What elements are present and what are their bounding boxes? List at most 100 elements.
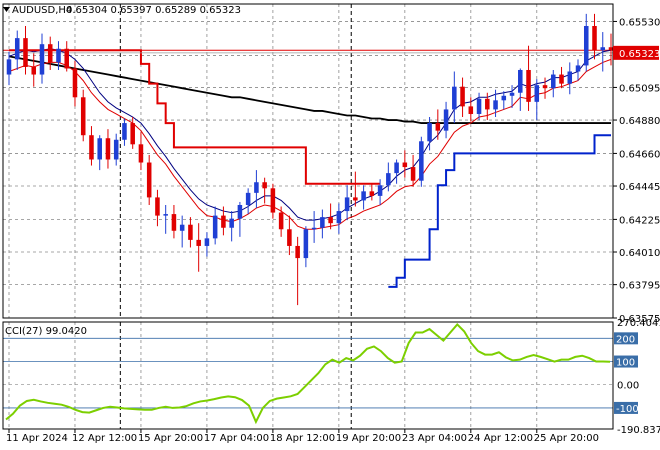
candle-body [361, 191, 366, 201]
candle-body [254, 182, 259, 193]
candle-body [64, 48, 69, 69]
candle-body [394, 162, 399, 174]
candle-body [402, 162, 408, 168]
chart-header: AUDUSD,H4 0.65304 0.65397 0.65289 0.6532… [3, 5, 241, 16]
price-tick-label: 0.63795 [619, 281, 660, 292]
candle-body [551, 74, 556, 89]
candle-body [419, 141, 424, 181]
candle-body [410, 167, 416, 181]
candle-body [23, 38, 28, 67]
candle-body [146, 162, 152, 198]
candle-body [245, 192, 251, 205]
price-tick-label: 0.63575 [619, 314, 660, 325]
candle-body [179, 224, 185, 231]
candle-body [14, 38, 20, 60]
main-panel-frame [2, 3, 614, 319]
cci-level-label: 100 [616, 358, 635, 369]
slow-moving-average-line [8, 55, 611, 124]
time-tick-label: 18 Apr 12:00 [270, 433, 335, 444]
indicator-lines [3, 48, 613, 288]
candle-body [138, 144, 144, 163]
candle-body [534, 85, 540, 102]
cci-level-label: 0.00 [617, 381, 639, 392]
candle-body [39, 44, 45, 75]
candle-body [97, 138, 102, 160]
time-tick-label: 25 Apr 20:00 [534, 433, 599, 444]
candle-body [518, 69, 523, 93]
time-tick-label: 19 Apr 20:00 [336, 433, 401, 444]
candle-body [80, 97, 86, 136]
current-price-marker [613, 45, 659, 60]
candle-body [575, 65, 581, 72]
trailing-stop-line [388, 134, 611, 288]
candle-body [196, 239, 201, 246]
candle-body [303, 229, 309, 259]
candle-body [608, 47, 614, 51]
candle-body [353, 197, 358, 201]
time-tick-label: 15 Apr 20:00 [138, 433, 203, 444]
current-price-label: 0.65323 [619, 49, 660, 60]
ohlc-readout: 0.65304 0.65397 0.65289 0.65323 [66, 5, 241, 16]
price-tick-label: 0.65095 [619, 83, 660, 94]
candle-body [204, 238, 210, 246]
candle-body [583, 25, 589, 66]
candle-body [113, 139, 119, 160]
candle-body [311, 227, 317, 230]
price-tick-label: 0.64010 [619, 248, 660, 259]
cci-level-label: -100 [616, 404, 639, 415]
price-tick-label: 0.64445 [619, 182, 660, 193]
candle-body [237, 204, 243, 219]
candle-body [542, 85, 548, 89]
candle-body [328, 217, 333, 224]
time-axis: 11 Apr 2024 12 Apr 12:00 15 Apr 20:00 17 Ap… [6, 429, 599, 444]
candle-body [89, 135, 94, 160]
cci-lines [3, 322, 613, 425]
time-tick-label: 11 Apr 2024 [6, 433, 68, 444]
price-tick-label: 0.64225 [619, 215, 660, 226]
candle-body [592, 25, 597, 51]
price-axis: 0.65530 0.65095 0.64880 0.64660 0.64445 0.642… [613, 17, 660, 325]
candle-body [47, 44, 53, 63]
cci-label: CCI(27) 99.0420 [5, 326, 87, 337]
candle-body [600, 47, 606, 51]
candle-body [501, 95, 507, 101]
candle-body [105, 138, 111, 160]
candle-body [171, 214, 177, 231]
candle-body [452, 86, 457, 110]
candle-body [130, 123, 135, 145]
time-tick-label: 12 Apr 12:00 [72, 433, 137, 444]
candle-body [122, 123, 127, 140]
candle-body [476, 98, 482, 114]
price-tick-label: 0.65530 [619, 17, 660, 28]
candle-body [270, 188, 276, 213]
cci-level-badge [614, 401, 638, 414]
candle-body [468, 106, 474, 114]
candle-body [526, 69, 531, 102]
cci-panel-frame [2, 321, 614, 430]
candle-body [188, 224, 193, 240]
candle-body [567, 71, 573, 84]
candle-body [435, 123, 441, 131]
candle-body [72, 68, 78, 98]
panel-frames [2, 3, 614, 430]
cci-level-badge [614, 355, 638, 368]
candle-body [56, 48, 61, 63]
candle-body [369, 191, 375, 196]
candle-body [221, 215, 226, 228]
mid-moving-average-line [8, 48, 612, 221]
candle-body [6, 59, 12, 75]
candle-body [443, 109, 449, 131]
candle-body [163, 214, 168, 216]
candle-body [427, 123, 432, 142]
time-tick-label: 23 Apr 04:00 [402, 433, 467, 444]
cci-level-label: 200 [616, 334, 635, 345]
candle-body [229, 218, 234, 228]
candle-body [377, 185, 383, 196]
candles [6, 13, 614, 306]
candle-body [485, 98, 490, 110]
grid [3, 4, 613, 429]
symbol-label: AUDUSD,H4 [12, 5, 72, 16]
dropdown-triangle-icon[interactable] [3, 7, 10, 12]
candle-body [212, 215, 218, 239]
